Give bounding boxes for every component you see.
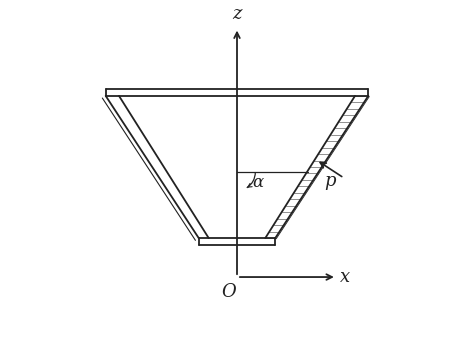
Text: O: O bbox=[221, 283, 236, 301]
Text: z: z bbox=[232, 5, 242, 23]
Text: p: p bbox=[324, 172, 336, 190]
Text: α: α bbox=[252, 174, 264, 191]
Text: x: x bbox=[340, 268, 350, 286]
